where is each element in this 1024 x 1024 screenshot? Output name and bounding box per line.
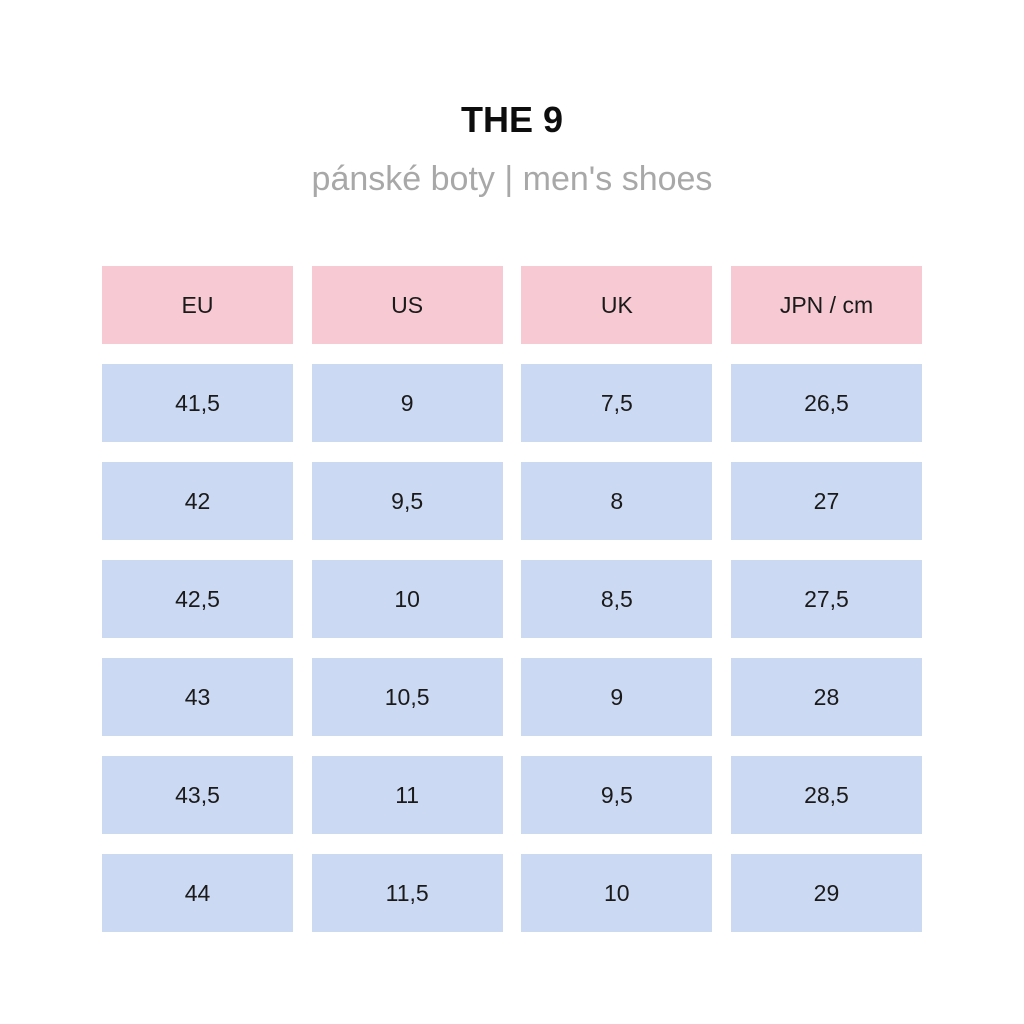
table-cell-eu: 43	[102, 658, 293, 736]
table-cell-uk: 9	[521, 658, 713, 736]
table-cell-us: 11	[311, 756, 503, 834]
table-cell-uk: 10	[521, 854, 713, 932]
table-cell-us: 9	[311, 364, 503, 442]
table-cell-uk: 9,5	[521, 756, 713, 834]
table-cell-uk: 8,5	[521, 560, 713, 638]
table-cell-us: 10	[311, 560, 503, 638]
header-jpn-cm: JPN / cm	[730, 266, 922, 344]
table-cell-uk: 7,5	[521, 364, 713, 442]
table-cell-jpn-cm: 29	[730, 854, 922, 932]
page-subtitle: pánské boty | men's shoes	[311, 160, 713, 198]
table-cell-jpn-cm: 28	[730, 658, 922, 736]
table-cell-eu: 42,5	[102, 560, 293, 638]
table-cell-eu: 42	[102, 462, 293, 540]
table-cell-jpn-cm: 28,5	[730, 756, 922, 834]
table-cell-uk: 8	[521, 462, 713, 540]
table-cell-eu: 41,5	[102, 364, 293, 442]
header-uk: UK	[521, 266, 713, 344]
page-title: THE 9	[460, 99, 564, 140]
table-cell-eu: 44	[102, 854, 293, 932]
table-cell-jpn-cm: 26,5	[730, 364, 922, 442]
table-cell-us: 10,5	[311, 658, 503, 736]
header-eu: EU	[102, 266, 293, 344]
table-cell-jpn-cm: 27	[730, 462, 922, 540]
table-cell-jpn-cm: 27,5	[730, 560, 922, 638]
size-table: EU US UK JPN / cm 41,5 9 7,5 26,5 42 9,5…	[102, 266, 922, 932]
table-cell-eu: 43,5	[102, 756, 293, 834]
table-cell-us: 9,5	[311, 462, 503, 540]
header-us: US	[311, 266, 503, 344]
table-cell-us: 11,5	[311, 854, 503, 932]
